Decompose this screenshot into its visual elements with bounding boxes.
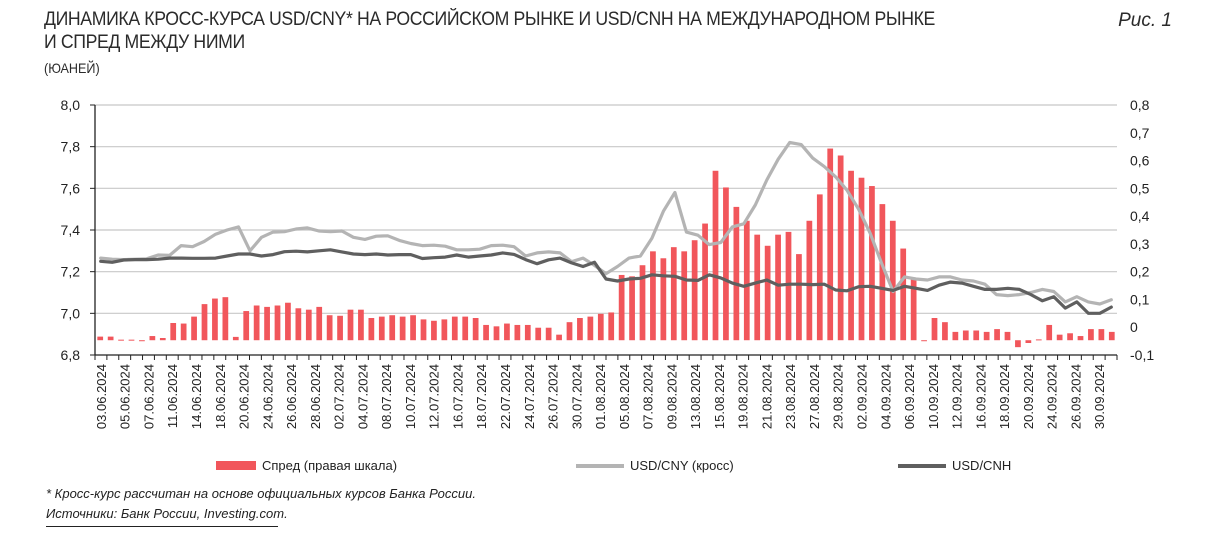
svg-text:06.09.2024: 06.09.2024: [902, 364, 917, 429]
gridlines: [95, 104, 1117, 314]
spread-swatch-icon: [216, 461, 256, 470]
chart-title-line1: ДИНАМИКА КРОСС-КУРСА USD/CNY* НА РОССИЙС…: [44, 9, 935, 30]
usdcny-swatch-icon: [576, 463, 624, 468]
legend-label-usdcny: USD/CNY (кросс): [630, 458, 734, 473]
svg-text:16.07.2024: 16.07.2024: [450, 364, 465, 429]
svg-text:08.07.2024: 08.07.2024: [379, 364, 394, 429]
svg-text:05.08.2024: 05.08.2024: [617, 364, 632, 429]
svg-text:20.09.2024: 20.09.2024: [1021, 364, 1036, 429]
svg-text:19.08.2024: 19.08.2024: [736, 364, 751, 429]
y-axis-left-labels: 6,8 7,0 7,2 7,4 7,6 7,8 8,0: [61, 97, 81, 363]
svg-text:11.06.2024: 11.06.2024: [165, 364, 180, 428]
legend-item-usdcnh: USD/CNH: [898, 458, 1011, 473]
usdcnh-swatch-icon: [898, 463, 946, 468]
svg-text:7,8: 7,8: [61, 139, 81, 155]
svg-text:29.08.2024: 29.08.2024: [831, 364, 846, 429]
svg-text:6,8: 6,8: [61, 347, 81, 363]
svg-text:14.06.2024: 14.06.2024: [189, 364, 204, 429]
svg-text:30.09.2024: 30.09.2024: [1092, 364, 1107, 429]
svg-text:8,0: 8,0: [61, 97, 81, 113]
svg-text:0,1: 0,1: [1130, 291, 1150, 307]
y-axis-right-labels: -0,1 0 0,1 0,2 0,3 0,4 0,5 0,6 0,7 0,8: [1130, 97, 1154, 363]
chart-title-line2: И СПРЕД МЕЖДУ НИМИ: [44, 32, 245, 53]
svg-text:15.08.2024: 15.08.2024: [712, 364, 727, 429]
svg-text:-0,1: -0,1: [1130, 347, 1154, 363]
svg-text:07.06.2024: 07.06.2024: [141, 364, 156, 429]
svg-text:0,7: 0,7: [1130, 125, 1150, 141]
svg-text:16.09.2024: 16.09.2024: [973, 364, 988, 429]
svg-text:09.08.2024: 09.08.2024: [664, 364, 679, 429]
svg-text:0,6: 0,6: [1130, 153, 1150, 169]
svg-text:10.07.2024: 10.07.2024: [403, 364, 418, 429]
svg-text:23.08.2024: 23.08.2024: [783, 364, 798, 429]
svg-text:0,2: 0,2: [1130, 264, 1150, 280]
svg-text:0,8: 0,8: [1130, 97, 1150, 113]
svg-text:18.07.2024: 18.07.2024: [474, 364, 489, 429]
footnote-source: Источники: Банк России, Investing.com.: [46, 506, 288, 521]
legend-label-usdcnh: USD/CNH: [952, 458, 1012, 473]
svg-text:0,4: 0,4: [1130, 208, 1150, 224]
units-label: (ЮАНЕЙ): [44, 60, 100, 76]
svg-text:28.06.2024: 28.06.2024: [308, 364, 323, 429]
svg-text:04.07.2024: 04.07.2024: [355, 364, 370, 429]
svg-text:0: 0: [1130, 319, 1138, 335]
svg-text:03.06.2024: 03.06.2024: [94, 364, 109, 429]
legend-item-usdcny: USD/CNY (кросс): [576, 458, 734, 473]
svg-text:7,4: 7,4: [61, 222, 81, 238]
spread-bars: [97, 148, 1115, 348]
legend-item-spread: Спред (правая шкала): [216, 458, 397, 473]
svg-text:13.08.2024: 13.08.2024: [688, 364, 703, 429]
svg-text:10.09.2024: 10.09.2024: [926, 364, 941, 429]
legend-label-spread: Спред (правая шкала): [262, 458, 398, 473]
svg-text:26.06.2024: 26.06.2024: [284, 364, 299, 429]
svg-text:04.09.2024: 04.09.2024: [878, 364, 893, 429]
chart-title: ДИНАМИКА КРОСС-КУРСА USD/CNY* НА РОССИЙС…: [44, 8, 974, 54]
figure-label: Рис. 1: [1118, 10, 1172, 31]
footnotes: * Кросс-курс рассчитан на основе официал…: [46, 484, 476, 524]
svg-text:7,0: 7,0: [61, 305, 81, 321]
svg-text:21.08.2024: 21.08.2024: [759, 364, 774, 429]
svg-text:7,6: 7,6: [61, 180, 81, 196]
svg-text:24.06.2024: 24.06.2024: [260, 364, 275, 429]
svg-text:30.07.2024: 30.07.2024: [569, 364, 584, 429]
svg-text:22.07.2024: 22.07.2024: [498, 364, 513, 429]
svg-text:18.09.2024: 18.09.2024: [997, 364, 1012, 429]
svg-text:01.08.2024: 01.08.2024: [593, 364, 608, 429]
svg-text:12.07.2024: 12.07.2024: [427, 364, 442, 429]
svg-text:02.07.2024: 02.07.2024: [332, 364, 347, 429]
svg-text:0,5: 0,5: [1130, 180, 1150, 196]
rate-lines: [99, 140, 1113, 315]
svg-text:05.06.2024: 05.06.2024: [118, 364, 133, 429]
footnote-divider: [46, 526, 278, 527]
svg-text:20.06.2024: 20.06.2024: [237, 364, 252, 429]
svg-text:02.09.2024: 02.09.2024: [855, 364, 870, 429]
svg-text:24.09.2024: 24.09.2024: [1045, 364, 1060, 429]
svg-text:24.07.2024: 24.07.2024: [522, 364, 537, 429]
svg-text:07.08.2024: 07.08.2024: [641, 364, 656, 429]
x-axis-labels: 03.06.2024 05.06.2024 07.06.2024 11.06.2024…: [94, 364, 1107, 429]
axes: [90, 104, 1118, 360]
svg-text:27.08.2024: 27.08.2024: [807, 364, 822, 429]
svg-text:0,3: 0,3: [1130, 236, 1150, 252]
svg-text:26.09.2024: 26.09.2024: [1068, 364, 1083, 429]
footnote-crossrate: * Кросс-курс рассчитан на основе официал…: [46, 486, 476, 501]
svg-text:12.09.2024: 12.09.2024: [950, 364, 965, 429]
svg-text:18.06.2024: 18.06.2024: [213, 364, 228, 429]
svg-text:7,2: 7,2: [61, 264, 81, 280]
svg-text:26.07.2024: 26.07.2024: [546, 364, 561, 429]
